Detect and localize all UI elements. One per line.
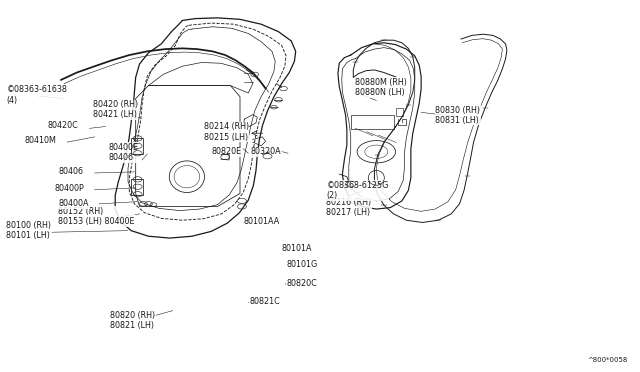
Text: 80880M (RH)
80880N (LH): 80880M (RH) 80880N (LH): [355, 78, 407, 97]
Bar: [351, 115, 394, 129]
Text: 80152 (RH)
80153 (LH) 80400E: 80152 (RH) 80153 (LH) 80400E: [58, 207, 134, 226]
Bar: [131, 179, 143, 195]
Text: 80400A: 80400A: [59, 199, 90, 208]
Text: 80400E
80406: 80400E 80406: [109, 143, 139, 162]
Bar: [396, 108, 403, 116]
Text: 80830 (RH)
80831 (LH): 80830 (RH) 80831 (LH): [435, 106, 480, 125]
Text: 80410M: 80410M: [24, 136, 56, 145]
Text: 80320A: 80320A: [251, 147, 282, 156]
Text: 80101G: 80101G: [287, 260, 318, 269]
Bar: [131, 138, 143, 154]
Text: 80101AA: 80101AA: [243, 217, 280, 226]
Text: 80101A: 80101A: [282, 244, 312, 253]
Text: 80820 (RH)
80821 (LH): 80820 (RH) 80821 (LH): [110, 311, 156, 330]
Text: 80420 (RH)
80421 (LH): 80420 (RH) 80421 (LH): [93, 100, 138, 119]
Text: 80420C: 80420C: [48, 121, 79, 130]
Text: 80400P: 80400P: [54, 185, 84, 193]
Text: 80100 (RH)
80101 (LH): 80100 (RH) 80101 (LH): [6, 221, 51, 240]
Text: ©08363-61638
(4): ©08363-61638 (4): [6, 85, 67, 105]
Text: 80406: 80406: [59, 167, 84, 176]
Text: 80820E: 80820E: [211, 147, 241, 156]
Text: 80216 (RH)
80217 (LH): 80216 (RH) 80217 (LH): [326, 198, 372, 217]
Text: 80820C: 80820C: [287, 279, 317, 288]
Text: 80214 (RH)
80215 (LH): 80214 (RH) 80215 (LH): [204, 122, 249, 142]
Text: ©08363-6125G
(2): ©08363-6125G (2): [326, 181, 388, 200]
Text: 80821C: 80821C: [250, 297, 280, 306]
Text: ^800*0058: ^800*0058: [587, 357, 627, 363]
